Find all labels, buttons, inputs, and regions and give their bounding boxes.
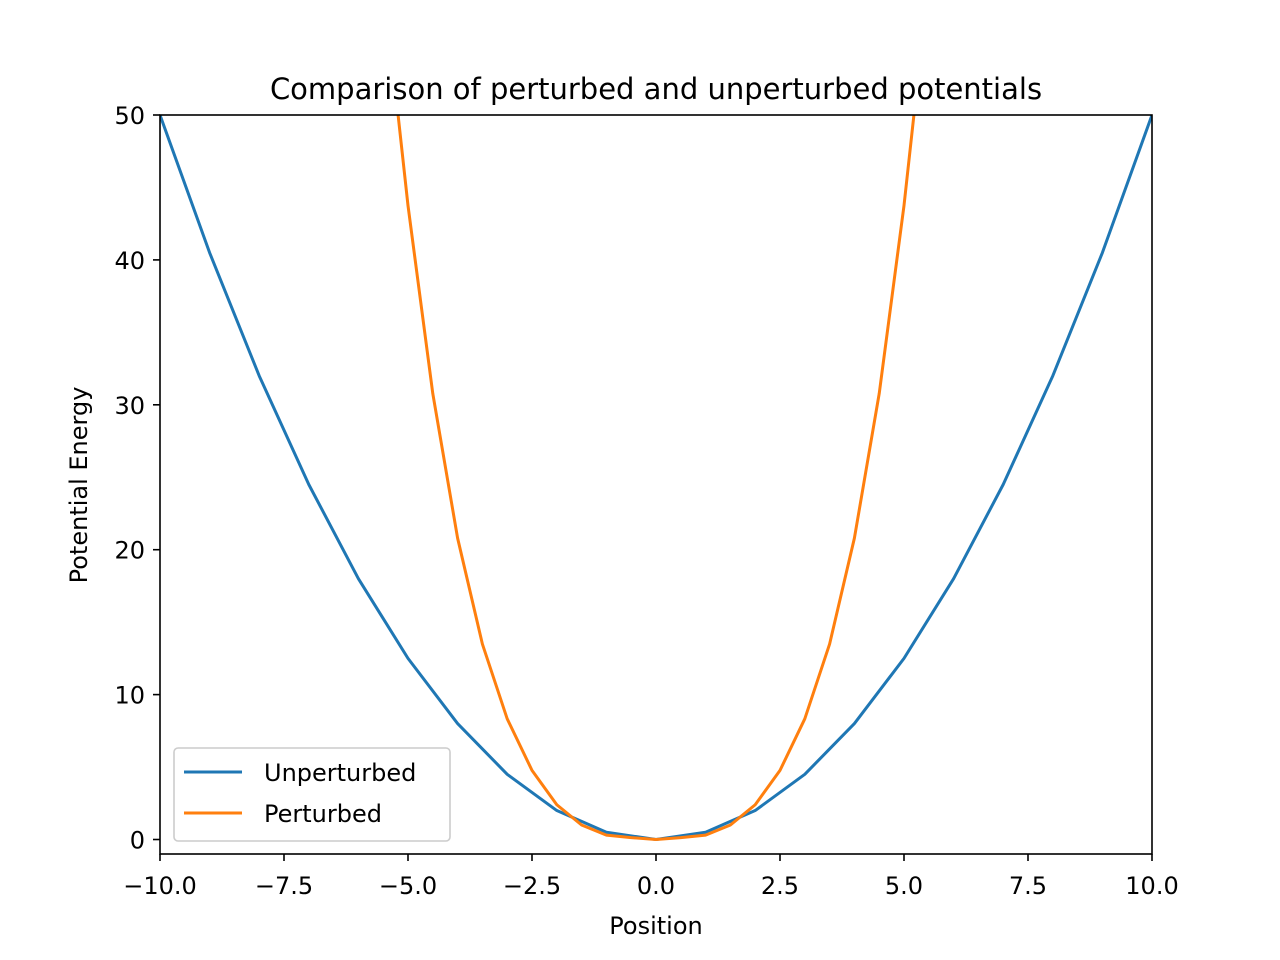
chart-title: Comparison of perturbed and unperturbed … xyxy=(270,72,1042,106)
x-tick-label: 10.0 xyxy=(1125,872,1178,900)
x-tick-label: 5.0 xyxy=(885,872,923,900)
y-tick-label: 40 xyxy=(114,247,145,275)
y-tick-label: 20 xyxy=(114,537,145,565)
legend-label-unperturbed: Unperturbed xyxy=(264,759,416,787)
y-tick-label: 50 xyxy=(114,102,145,130)
y-tick-label: 10 xyxy=(114,682,145,710)
x-tick-label: 7.5 xyxy=(1009,872,1047,900)
legend: Unperturbed Perturbed xyxy=(173,747,451,842)
x-tick-label: 2.5 xyxy=(761,872,799,900)
y-axis-title: Potential Energy xyxy=(65,387,93,584)
x-axis-title: Position xyxy=(609,912,702,940)
legend-label-perturbed: Perturbed xyxy=(264,800,382,828)
plot-area xyxy=(159,114,1153,855)
series-line-unperturbed xyxy=(160,115,1152,842)
series-line-perturbed xyxy=(396,115,916,842)
x-tick-label: −5.0 xyxy=(379,872,437,900)
y-tick-label: 0 xyxy=(130,827,145,855)
x-tick-label: −2.5 xyxy=(503,872,561,900)
x-tick-label: 0.0 xyxy=(637,872,675,900)
y-axis: 0 10 20 30 40 50 xyxy=(114,102,160,855)
x-tick-label: −10.0 xyxy=(123,872,197,900)
legend-box xyxy=(173,747,451,842)
x-axis: −10.0 −7.5 −5.0 −2.5 0.0 2.5 5.0 7.5 10.0 xyxy=(123,854,1179,900)
y-tick-label: 30 xyxy=(114,392,145,420)
x-tick-label: −7.5 xyxy=(255,872,313,900)
